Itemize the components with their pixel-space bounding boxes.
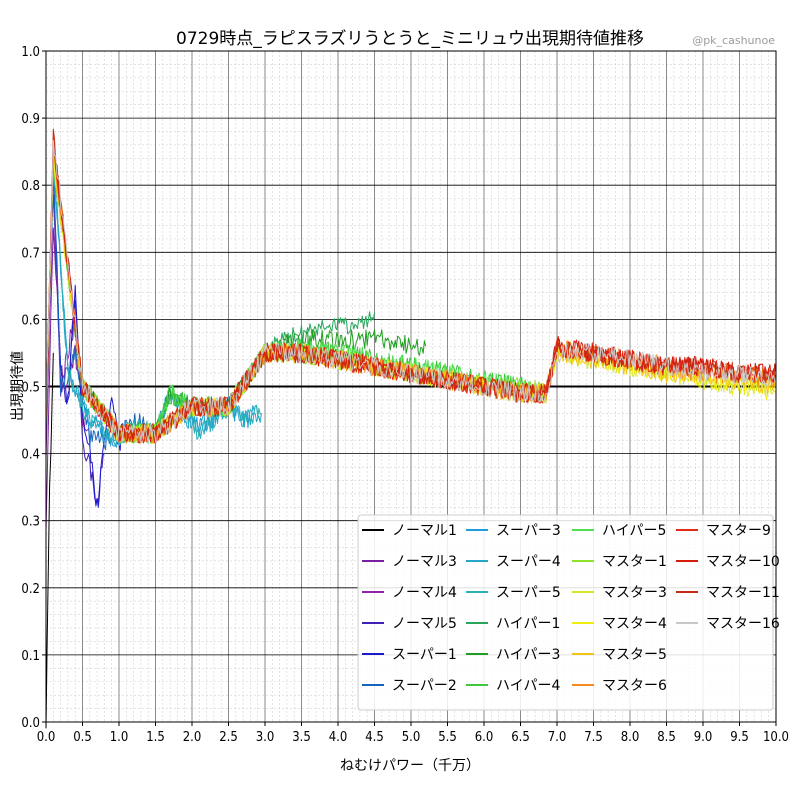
x-tick-label: 2.0 <box>183 730 202 745</box>
x-tick-label: 1.0 <box>110 730 129 745</box>
legend-label: ハイパー4 <box>496 678 560 694</box>
series-line-スーパー2 <box>45 152 149 451</box>
legend-label: マスター5 <box>602 647 667 663</box>
x-axis-ticks: 0.0 0.5 1.0 1.5 2.0 2.5 3.0 3.5 4.0 4.5 5.0 5.5 6.0 6… <box>37 722 789 745</box>
legend-label: ノーマル1 <box>392 523 457 539</box>
series-line-マスター11 <box>45 128 777 443</box>
series-line-ノーマル4 <box>45 194 91 459</box>
x-tick-label: 5.0 <box>402 730 421 745</box>
x-tick-label: 2.5 <box>219 730 238 745</box>
legend-label: ノーマル5 <box>392 616 457 632</box>
legend-label: スーパー2 <box>392 678 457 694</box>
x-tick-label: 0.5 <box>73 730 92 745</box>
y-tick-label: 0.4 <box>21 448 40 463</box>
legend-label: スーパー5 <box>496 585 561 601</box>
legend-label: ノーマル4 <box>392 585 457 601</box>
x-tick-label: 1.5 <box>146 730 165 745</box>
credit-label: @pk_cashunoe <box>692 34 775 47</box>
legend-label: マスター16 <box>706 616 780 632</box>
series-line-ノーマル1 <box>45 352 54 729</box>
x-tick-label: 3.5 <box>292 730 311 745</box>
x-tick-label: 6.5 <box>511 730 530 745</box>
x-tick-label: 10.0 <box>763 730 789 745</box>
legend-label: スーパー4 <box>496 554 561 570</box>
legend-label: ハイパー1 <box>496 616 560 632</box>
x-tick-label: 5.5 <box>438 730 457 745</box>
y-tick-label: 0.6 <box>21 313 40 328</box>
legend-label: マスター3 <box>602 585 667 601</box>
legend-label: ノーマル3 <box>392 554 457 570</box>
y-tick-label: 0.0 <box>21 716 40 731</box>
x-tick-label: 9.0 <box>694 730 713 745</box>
x-tick-label: 8.5 <box>657 730 676 745</box>
y-tick-label: 0.8 <box>21 179 40 194</box>
x-axis-label: ねむけパワー（千万） <box>340 758 480 774</box>
x-tick-label: 0.0 <box>37 730 56 745</box>
legend-label: マスター9 <box>706 523 771 539</box>
legend-label: ハイパー5 <box>602 523 666 539</box>
y-tick-label: 0.1 <box>21 649 40 664</box>
legend-label: マスター11 <box>706 585 780 601</box>
legend-label: スーパー1 <box>392 647 457 663</box>
x-tick-label: 8.0 <box>621 730 640 745</box>
legend-label: マスター6 <box>602 678 667 694</box>
series-line-マスター16 <box>45 139 777 443</box>
x-tick-label: 4.0 <box>329 730 348 745</box>
chart-title: 0729時点_ラピスラズリうとうと_ミニリュウ出現期待値推移 <box>176 29 644 49</box>
y-axis-label: 出現期待値 <box>10 351 26 421</box>
legend: ノーマル1 ノーマル3 ノーマル4 ノーマル5 スーパー1 スーパー2 スーパー3 スーパー4… <box>357 514 780 711</box>
y-axis-ticks: 0.0 0.1 0.2 0.3 0.4 0.5 0.6 0.7 0.8 0.9 1.0 <box>21 45 46 731</box>
x-tick-label: 9.5 <box>730 730 749 745</box>
legend-label: マスター4 <box>602 616 667 632</box>
y-tick-label: 1.0 <box>21 45 40 60</box>
legend-label: スーパー3 <box>496 523 561 539</box>
x-tick-label: 6.0 <box>475 730 494 745</box>
x-tick-label: 7.0 <box>548 730 567 745</box>
y-tick-label: 0.9 <box>21 112 40 127</box>
x-tick-label: 4.5 <box>365 730 384 745</box>
legend-label: マスター1 <box>602 554 667 570</box>
legend-label: ハイパー3 <box>496 647 560 663</box>
x-tick-label: 3.0 <box>256 730 275 745</box>
y-tick-label: 0.5 <box>21 381 40 396</box>
y-tick-label: 0.3 <box>21 515 40 530</box>
legend-label: マスター10 <box>706 554 780 570</box>
y-tick-label: 0.7 <box>21 246 40 261</box>
x-tick-label: 7.5 <box>584 730 603 745</box>
legend-box <box>357 514 774 711</box>
y-tick-label: 0.2 <box>21 582 40 597</box>
series-layer <box>45 128 777 729</box>
